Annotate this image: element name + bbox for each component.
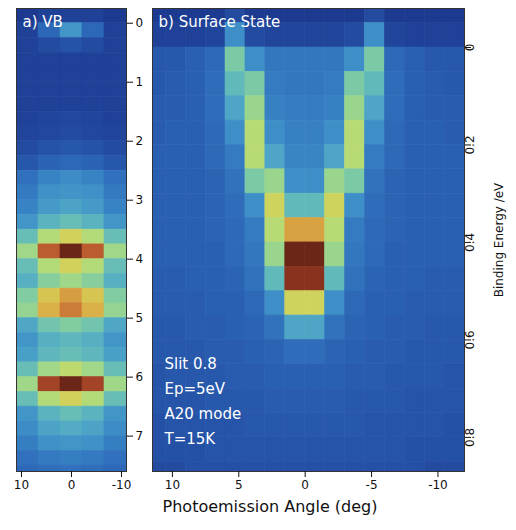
svg-text:0: 0 [136,16,144,30]
svg-text:6: 6 [136,370,144,384]
svg-text:0: 0 [68,478,76,492]
svg-text:a) VB: a) VB [23,13,63,31]
svg-text:1: 1 [136,75,144,89]
svg-text:4: 4 [136,252,144,266]
html-text:Photoemission Angle (deg): Photoemission Angle (deg) [162,497,378,516]
svg-text:0.2: 0.2 [463,135,477,154]
svg-text:-10: -10 [428,478,448,492]
svg-text:-5: -5 [366,478,378,492]
svg-text:-10: -10 [112,478,132,492]
svg-text:5: 5 [136,311,144,325]
svg-text:10: 10 [165,478,180,492]
svg-text:3: 3 [136,193,144,207]
svg-text:7: 7 [136,429,144,443]
svg-text:2: 2 [136,134,144,148]
svg-text:0: 0 [301,478,309,492]
svg-text:0.6: 0.6 [463,330,477,349]
svg-text:Slit 0.8Ep=5eVA20 modeT=15K: Slit 0.8Ep=5eVA20 modeT=15K [164,355,242,447]
svg-text:5: 5 [235,478,243,492]
svg-text:Binding Energy /eV: Binding Energy /eV [492,182,506,297]
svg-text:0.4: 0.4 [463,233,477,252]
svg-text:0: 0 [463,44,477,52]
svg-text:b) Surface State: b) Surface State [159,13,281,31]
svg-text:10: 10 [14,478,29,492]
svg-text:0.8: 0.8 [463,428,477,447]
